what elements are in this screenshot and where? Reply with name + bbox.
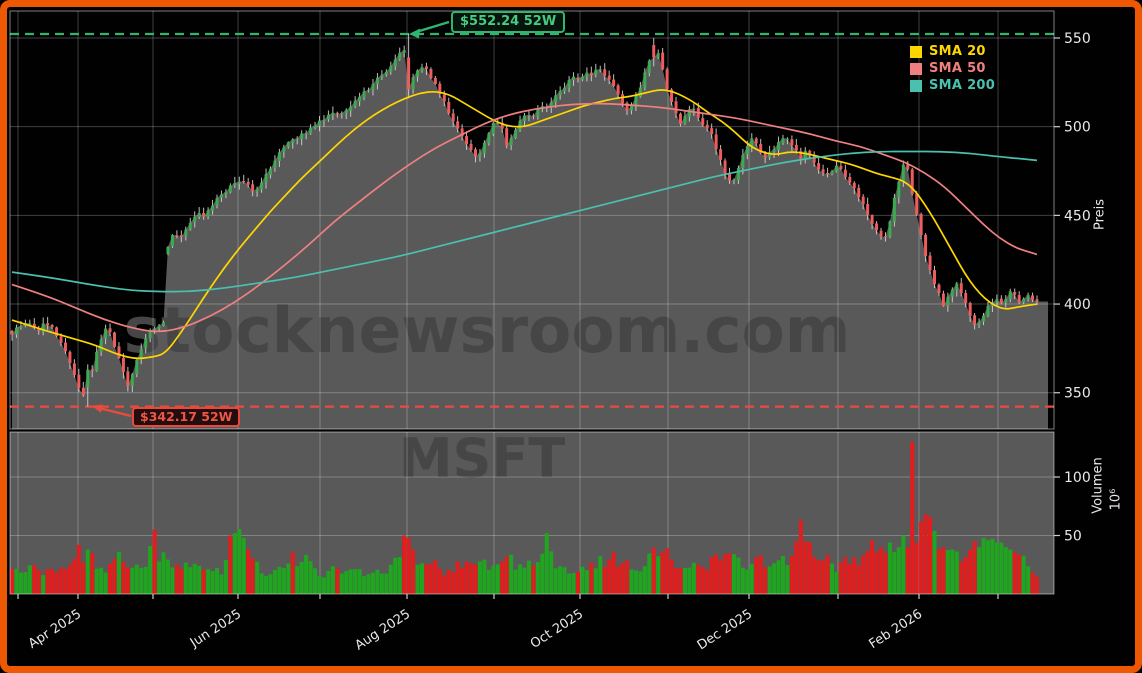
legend-item-sma20: SMA 20 (910, 44, 995, 59)
legend: SMA 20 SMA 50 SMA 200 (910, 44, 995, 93)
x-tick-label: Aug 2025 (353, 607, 414, 654)
x-tick-label: Oct 2025 (528, 607, 586, 652)
arrow-52w-low (98, 406, 132, 418)
price-axis-title: Preis (1092, 198, 1108, 231)
annotation-52w-high: $552.24 52W (451, 11, 566, 33)
volume-axis-title: Volumen (1090, 457, 1106, 514)
price-tick-label: 550 (1064, 31, 1091, 47)
gridlines (10, 11, 1054, 594)
arrowhead-52w-low (91, 404, 103, 413)
price-tick-label: 500 (1064, 120, 1091, 136)
annotation-52w-low: $342.17 52W (132, 407, 241, 427)
legend-label: SMA 20 (929, 44, 986, 59)
price-tick-label: 350 (1064, 386, 1091, 402)
volume-plot-border (9, 431, 1055, 595)
candlesticks (10, 34, 1039, 407)
x-tick-label: Dec 2025 (695, 607, 755, 654)
sma-line-2 (11, 102, 1038, 333)
x-tick-label: Jun 2025 (187, 607, 244, 651)
x-tick-label: Apr 2025 (26, 607, 84, 652)
volume-tick-label: 50 (1064, 529, 1082, 545)
legend-label: SMA 200 (929, 78, 996, 93)
price-tick-label: 400 (1064, 297, 1091, 313)
sma200-swatch-icon (910, 79, 922, 92)
site-watermark: stocknewsroom.com (124, 294, 851, 367)
volume-bars (10, 441, 1039, 594)
price-tick-label: 450 (1064, 208, 1091, 224)
volume-tick-label: 100 (1064, 470, 1091, 486)
price-area-fill (12, 50, 1048, 429)
sma20-swatch-icon (910, 45, 922, 58)
sma-line-3 (11, 150, 1038, 293)
arrow-52w-high (415, 20, 450, 34)
legend-label: SMA 50 (929, 61, 986, 76)
symbol-watermark: MSFT (399, 427, 566, 490)
volume-axis-exponent: 10⁶ (1108, 488, 1124, 511)
arrowhead-52w-high (409, 28, 420, 39)
sma50-swatch-icon (910, 62, 922, 75)
legend-item-sma50: SMA 50 (910, 61, 995, 76)
x-tick-label: Feb 2026 (866, 607, 925, 652)
legend-item-sma200: SMA 200 (910, 78, 995, 93)
